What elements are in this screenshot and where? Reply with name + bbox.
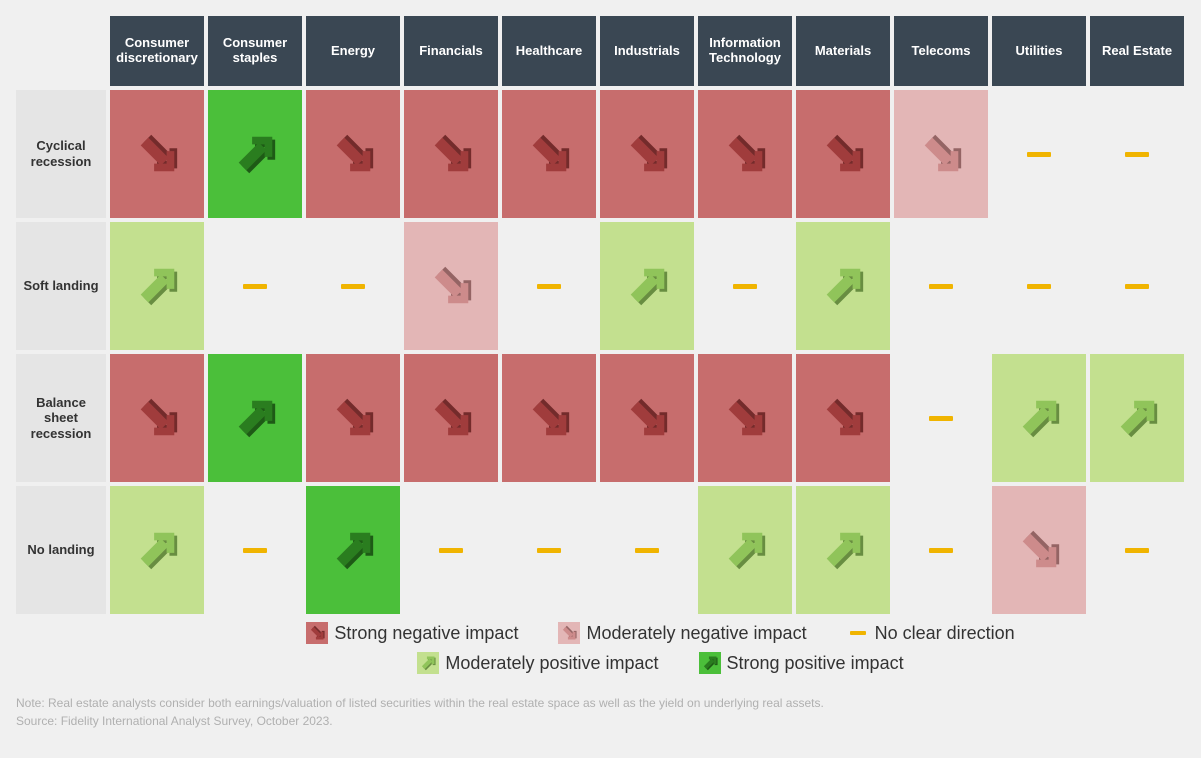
row-header: Soft landing xyxy=(16,222,106,350)
impact-matrix: Consumer discretionaryConsumer staplesEn… xyxy=(16,16,1185,614)
cell-mod_pos xyxy=(600,222,694,350)
cell-neutral xyxy=(502,222,596,350)
cell-neutral xyxy=(600,486,694,614)
cell-mod_pos xyxy=(110,486,204,614)
cell-mod_neg xyxy=(992,486,1086,614)
cell-strong_neg xyxy=(698,354,792,482)
cell-neutral xyxy=(1090,486,1184,614)
corner-spacer xyxy=(16,16,106,86)
cell-neutral xyxy=(992,90,1086,218)
cell-neutral xyxy=(306,222,400,350)
cell-neutral xyxy=(698,222,792,350)
cell-strong_neg xyxy=(796,90,890,218)
col-header: Energy xyxy=(306,16,400,86)
cell-strong_neg xyxy=(502,354,596,482)
col-header: Information Technology xyxy=(698,16,792,86)
legend-item-mod_neg: Moderately negative impact xyxy=(558,622,806,644)
note-line-2: Source: Fidelity International Analyst S… xyxy=(16,712,1185,730)
col-header: Healthcare xyxy=(502,16,596,86)
col-header: Industrials xyxy=(600,16,694,86)
cell-mod_pos xyxy=(796,222,890,350)
cell-mod_pos xyxy=(698,486,792,614)
legend-item-strong_pos: Strong positive impact xyxy=(699,652,904,674)
footnotes: Note: Real estate analysts consider both… xyxy=(16,694,1185,730)
cell-strong_neg xyxy=(306,354,400,482)
cell-neutral xyxy=(894,486,988,614)
cell-neutral xyxy=(1090,222,1184,350)
legend-label: Moderately positive impact xyxy=(445,653,658,674)
cell-strong_neg xyxy=(600,90,694,218)
cell-neutral xyxy=(894,354,988,482)
cell-strong_neg xyxy=(110,90,204,218)
note-line-1: Note: Real estate analysts consider both… xyxy=(16,694,1185,712)
row-header: Cyclical recession xyxy=(16,90,106,218)
cell-neutral xyxy=(502,486,596,614)
cell-strong_neg xyxy=(404,90,498,218)
cell-neutral xyxy=(208,486,302,614)
cell-strong_neg xyxy=(796,354,890,482)
cell-mod_neg xyxy=(894,90,988,218)
cell-strong_neg xyxy=(404,354,498,482)
cell-mod_pos xyxy=(992,354,1086,482)
legend-label: Strong negative impact xyxy=(334,623,518,644)
row-header: Balance sheet recession xyxy=(16,354,106,482)
cell-strong_pos xyxy=(208,90,302,218)
cell-strong_neg xyxy=(306,90,400,218)
legend-label: No clear direction xyxy=(875,623,1015,644)
cell-strong_pos xyxy=(208,354,302,482)
col-header: Financials xyxy=(404,16,498,86)
cell-strong_neg xyxy=(600,354,694,482)
cell-mod_pos xyxy=(796,486,890,614)
cell-strong_pos xyxy=(306,486,400,614)
row-header: No landing xyxy=(16,486,106,614)
cell-strong_neg xyxy=(110,354,204,482)
col-header: Materials xyxy=(796,16,890,86)
cell-neutral xyxy=(992,222,1086,350)
cell-neutral xyxy=(404,486,498,614)
cell-mod_pos xyxy=(1090,354,1184,482)
legend-item-mod_pos: Moderately positive impact xyxy=(417,652,658,674)
legend-item-strong_neg: Strong negative impact xyxy=(306,622,518,644)
col-header: Utilities xyxy=(992,16,1086,86)
col-header: Telecoms xyxy=(894,16,988,86)
cell-mod_neg xyxy=(404,222,498,350)
legend-item-neutral: No clear direction xyxy=(847,622,1015,644)
legend-label: Strong positive impact xyxy=(727,653,904,674)
cell-mod_pos xyxy=(110,222,204,350)
cell-neutral xyxy=(894,222,988,350)
cell-neutral xyxy=(208,222,302,350)
col-header: Consumer discretionary xyxy=(110,16,204,86)
cell-neutral xyxy=(1090,90,1184,218)
cell-strong_neg xyxy=(502,90,596,218)
col-header: Real Estate xyxy=(1090,16,1184,86)
legend-label: Moderately negative impact xyxy=(586,623,806,644)
col-header: Consumer staples xyxy=(208,16,302,86)
cell-strong_neg xyxy=(698,90,792,218)
legend: Strong negative impact Moderately negati… xyxy=(16,622,1185,674)
